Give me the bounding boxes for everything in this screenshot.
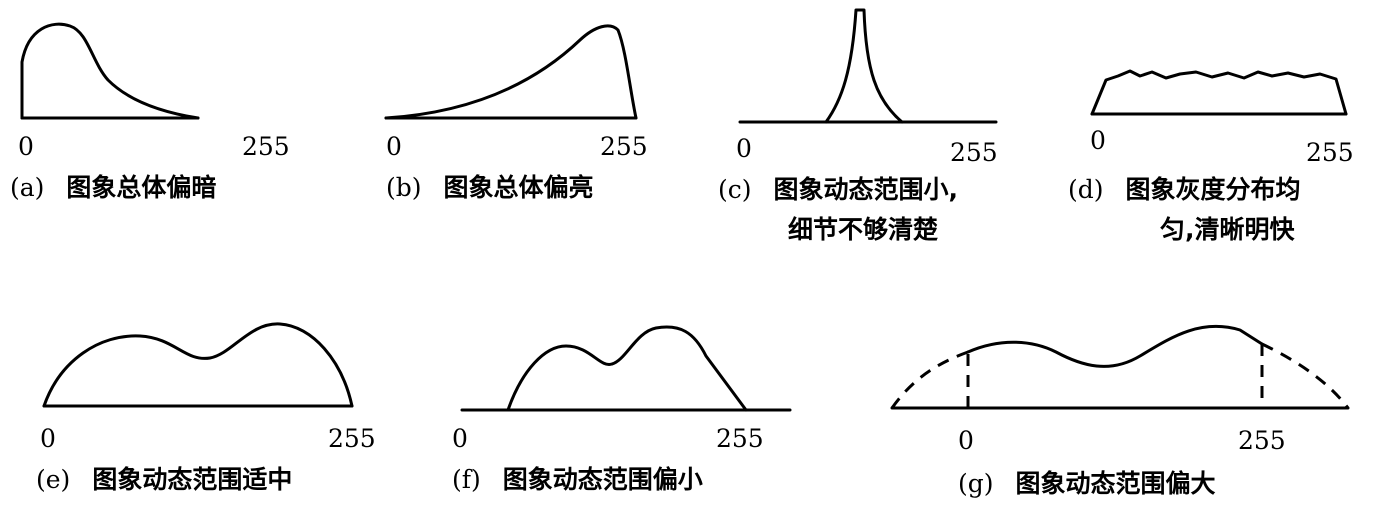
curve-b [384, 24, 638, 120]
histogram-e [42, 322, 354, 408]
curve-f [506, 325, 748, 412]
caption-c-text: 图象动态范围小, [773, 175, 959, 204]
curve-e [42, 322, 354, 408]
histogram-a [20, 22, 200, 120]
caption-g: (g) 图象动态范围偏大 [958, 466, 1216, 502]
x-max-label-c: 255 [950, 138, 998, 167]
x-max-label-e: 255 [328, 424, 376, 453]
histogram-b [384, 24, 638, 120]
caption-c-label: (c) [718, 175, 752, 204]
x-min-label-a: 0 [18, 132, 34, 161]
caption-e-label: (e) [36, 465, 71, 494]
x-min-label-f: 0 [452, 424, 468, 453]
caption-a: (a) 图象总体偏暗 [10, 170, 216, 206]
caption-d-line2: 匀,清晰明快 [1160, 215, 1295, 244]
caption-a-label: (a) [10, 173, 45, 202]
caption-b-label: (b) [386, 173, 422, 202]
caption-c: (c) 图象动态范围小, [718, 172, 958, 208]
caption-e: (e) 图象动态范围适中 [36, 462, 292, 498]
histogram-c [738, 8, 998, 124]
caption-d: (d) 图象灰度分布均 [1068, 172, 1301, 208]
x-max-label-g: 255 [1238, 426, 1286, 455]
caption-b: (b) 图象总体偏亮 [386, 170, 594, 206]
histogram-d [1090, 69, 1348, 116]
caption-f-label: (f) [452, 465, 481, 494]
caption-g-label: (g) [958, 469, 994, 498]
x-max-label-d: 255 [1306, 138, 1354, 167]
x-min-label-e: 0 [40, 424, 56, 453]
x-max-label-f: 255 [716, 424, 764, 453]
curve-g-outside-left [890, 350, 969, 409]
curve-d [1090, 69, 1348, 116]
caption-f: (f) 图象动态范围偏小 [452, 462, 703, 498]
x-min-label-d: 0 [1090, 126, 1106, 155]
histogram-f [460, 325, 792, 412]
curve-c [824, 8, 904, 124]
histogram-g [890, 324, 1350, 410]
curve-g-inside [966, 324, 1264, 368]
caption-f-text: 图象动态范围偏小 [502, 465, 703, 494]
x-min-label-b: 0 [386, 132, 402, 161]
caption-a-text: 图象总体偏暗 [66, 173, 217, 202]
caption-g-text: 图象动态范围偏大 [1015, 469, 1216, 498]
curve-a [20, 22, 200, 120]
x-max-label-a: 255 [242, 132, 290, 161]
x-min-label-c: 0 [736, 134, 752, 163]
caption-d-text: 图象灰度分布均 [1125, 175, 1301, 204]
caption-d-label: (d) [1068, 175, 1104, 204]
x-max-label-b: 255 [600, 132, 648, 161]
curve-g-outside-right [1261, 342, 1350, 409]
caption-b-text: 图象总体偏亮 [443, 173, 594, 202]
caption-c-line2: 细节不够清楚 [788, 215, 939, 244]
caption-e-text: 图象动态范围适中 [92, 465, 293, 494]
x-min-label-g: 0 [958, 426, 974, 455]
